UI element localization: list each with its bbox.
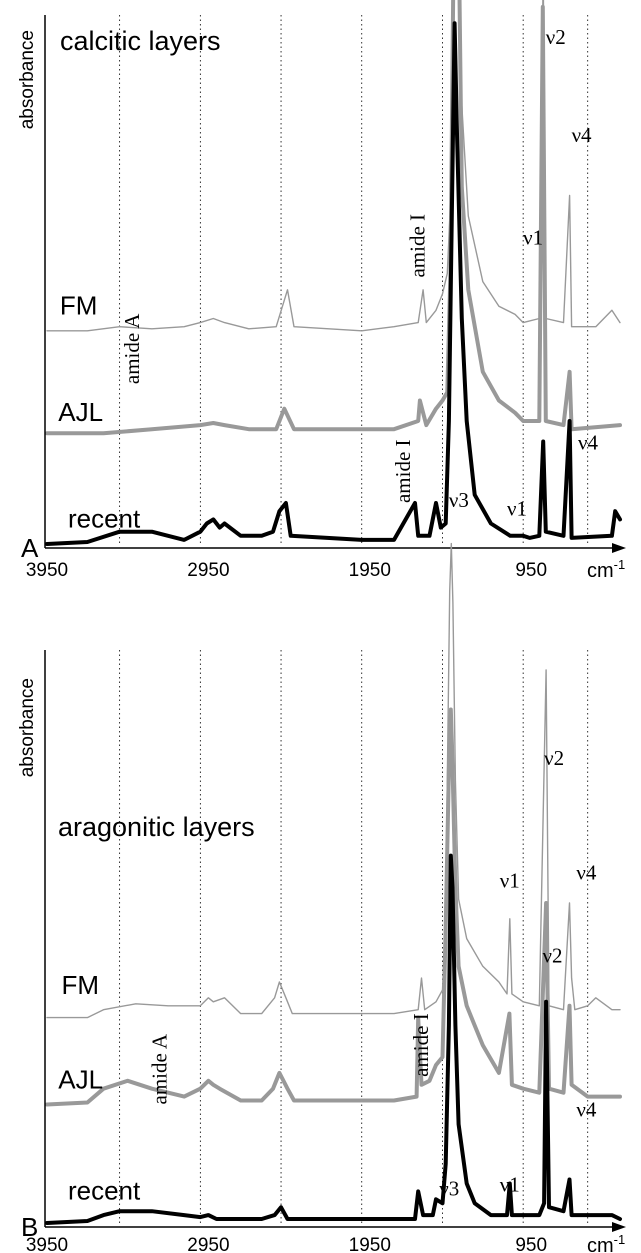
panel-a-annotation-8: ν1 [523, 226, 543, 250]
panel-b-annotation-10: ν4 [576, 860, 596, 884]
panel-b-annotation-8: ν2 [544, 746, 564, 770]
panel-b-annotation-0: FM [62, 970, 100, 1000]
panel-a-series [45, 0, 622, 546]
panel-b-annotation-11: ν4 [576, 1097, 596, 1121]
panel-b-annotation-4: amide I [409, 1013, 433, 1077]
panel-b-x-tick-label-3950: 3950 [26, 1235, 68, 1253]
panel-b-annotation-9: ν2 [543, 943, 563, 967]
panel-a-annotation-4: amide I [406, 214, 430, 278]
panel-b-annotation-2: recent [68, 1175, 141, 1205]
panel-b-annotations: FM AJL recent amide A amide I ν3 ν1 ν1 ν2 ν2 ν4 ν4 [58, 746, 597, 1206]
panel-b-y-axis-label: absorbance [17, 678, 38, 777]
panel-b-annotation-1: AJL [58, 1065, 103, 1095]
panel-b-x-tick-label-950: 950 [515, 1235, 547, 1253]
panel-a-annotation-6: ν3 [449, 488, 469, 512]
panel-b-x-ticks: 3950 2950 1950 950 [26, 1235, 547, 1253]
panel-b-annotation-3: amide A [147, 1033, 171, 1104]
panel-b-title: aragonitic layers [58, 812, 255, 842]
panel-b-annotation-7: ν1 [500, 868, 520, 892]
panel-b-x-tick-label-2950: 2950 [187, 1235, 229, 1253]
panel-a-series-ajl [45, 0, 622, 436]
panel-b-series-fm [46, 542, 621, 1019]
panel-b-letter: B [21, 1212, 38, 1242]
panel-a-annotation-7: ν1 [507, 496, 527, 520]
panel-a-x-axis-arrow [612, 543, 626, 553]
panel-a-annotation-9: ν2 [546, 25, 566, 49]
panel-a-x-ticks: 3950 2950 1950 950 [26, 560, 547, 581]
panel-a-axes [44, 15, 626, 553]
panel-b-series [45, 542, 622, 1225]
panel-b-x-axis-unit: cm-1 [587, 1232, 625, 1253]
panel-b-series-ajl [45, 707, 622, 1107]
panel-a-annotation-11: ν4 [578, 431, 598, 455]
panel-a-annotation-10: ν4 [572, 123, 592, 147]
panel-a-y-axis-label: absorbance [17, 30, 38, 129]
panel-b-axes [44, 650, 626, 1232]
panel-b-aragonitic-layers: 3950 2950 1950 950 aragonitic layers absorb… [17, 542, 626, 1253]
panel-a-x-axis-unit: cm-1 [587, 557, 625, 582]
panel-a-annotation-3: amide A [120, 313, 144, 384]
panel-b-annotation-6: ν1 [500, 1172, 520, 1196]
panel-a-annotation-0: FM [60, 290, 98, 320]
panel-a-grid [119, 15, 589, 545]
panel-b-annotation-5: ν3 [439, 1176, 459, 1200]
panel-a-annotation-2: recent [68, 504, 141, 534]
panel-a-calcitic-layers: 3950 2950 1950 950 calcitic layers absorban… [17, 0, 626, 582]
panel-a-x-tick-label-950: 950 [515, 560, 547, 581]
panel-b-grid [119, 650, 589, 1224]
panel-b-series-recent [45, 853, 622, 1225]
panel-a-series-recent [45, 21, 622, 546]
panel-a-annotation-5: amide I [391, 439, 415, 503]
panel-a-x-tick-label-1950: 1950 [349, 560, 391, 581]
panel-a-annotation-1: AJL [58, 397, 103, 427]
panel-a-x-tick-label-3950: 3950 [26, 560, 68, 581]
panel-b-x-tick-label-1950: 1950 [349, 1235, 391, 1253]
panel-b-x-axis-arrow [612, 1222, 626, 1232]
panel-a-title: calcitic layers [60, 26, 221, 56]
panel-a-letter: A [21, 533, 39, 563]
panel-a-x-tick-label-2950: 2950 [187, 560, 229, 581]
panel-a-annotations: FM AJL recent amide A amide I amide I ν3 ν1 ν1 ν2… [58, 25, 598, 534]
